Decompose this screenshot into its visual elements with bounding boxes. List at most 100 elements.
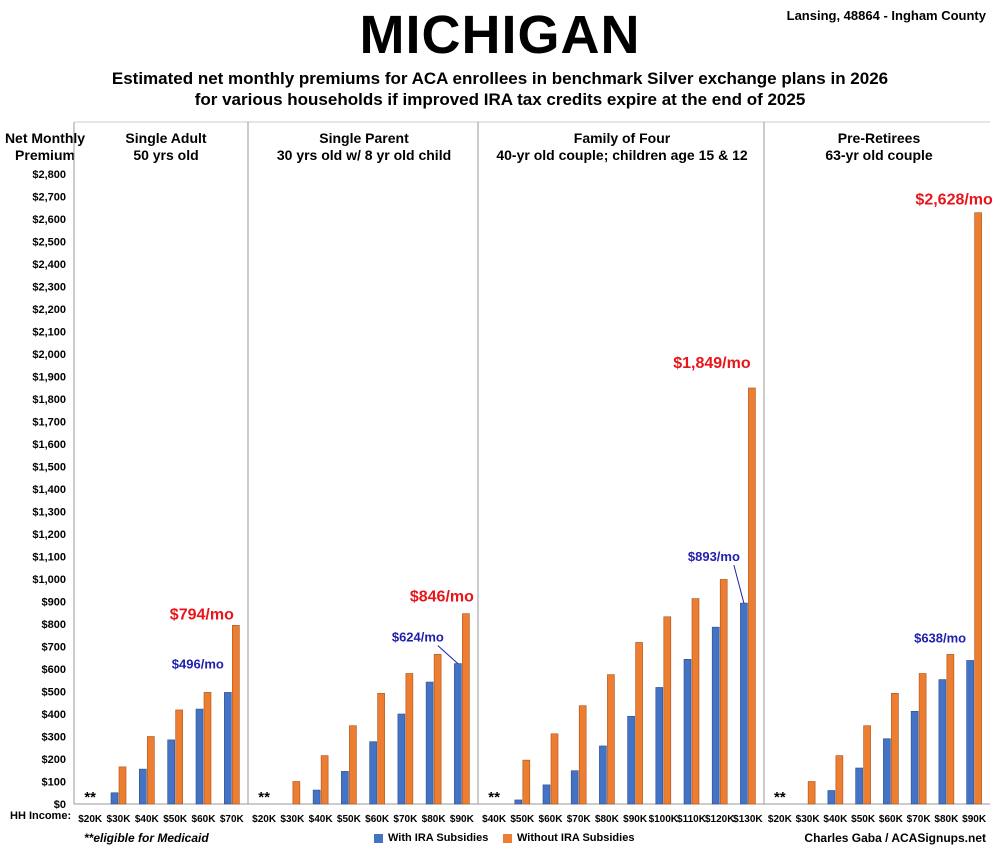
bar-without-subsidies [433,654,442,805]
bar-with-subsidies [369,741,377,805]
bar-without-subsidies [863,725,871,805]
bar-with-subsidies [167,739,175,805]
x-tick-label: $50K [510,814,535,825]
y-tick-label: $2,400 [32,259,66,271]
bar-without-subsidies [835,755,844,805]
bar-without-subsidies [748,387,756,805]
bar-without-subsidies [663,616,672,805]
bar-without-subsidies [462,613,470,805]
y-tick-label: $2,800 [32,169,66,181]
x-tick-label: $80K [934,814,959,825]
panel-title-line-2: 63-yr old couple [825,147,933,163]
medicaid-footnote: **eligible for Medicaid [84,831,209,845]
y-tick-label: $900 [42,597,66,609]
bar-without-subsidies [175,709,183,805]
location-label: Lansing, 48864 - Ingham County [786,8,986,23]
subtitle-line-2: for various households if improved IRA t… [194,90,806,109]
bar-with-subsidies [599,745,607,805]
data-label-leader-line [437,645,459,664]
x-tick-label: $40K [482,814,507,825]
bar-without-subsidies [522,759,531,805]
x-tick-label: $60K [365,814,390,825]
bar-without-subsidies [203,692,212,805]
bar-without-subsidies [578,705,587,805]
bar-with-subsidies [966,660,974,805]
x-tick-label: $70K [220,814,245,825]
data-label-without: $846/mo [410,589,474,606]
bar-with-subsidies [110,792,119,805]
x-tick-label: $20K [252,814,277,825]
y-tick-label: $100 [42,777,66,789]
y-tick-label: $2,100 [32,327,66,339]
y-tick-label: $1,000 [32,574,66,586]
legend-swatch-without [503,833,512,843]
x-tick-label: $20K [768,814,793,825]
bar-without-subsidies [691,598,700,805]
y-tick-label: $0 [54,799,66,811]
data-label-without: $2,628/mo [915,192,993,209]
panel-title-line-1: Single Parent [319,130,409,146]
bar-with-subsidies [514,799,523,805]
y-tick-label: $1,400 [32,484,66,496]
data-label-with: $638/mo [914,630,966,645]
x-tick-label: $90K [623,814,648,825]
panel-title-single-parent: Single Parent 30 yrs old w/ 8 yr old chi… [250,130,478,164]
x-tick-label: $50K [337,814,362,825]
bar-with-subsidies [740,602,748,805]
y-tick-label: $400 [42,709,66,721]
bar-without-subsidies [147,736,155,805]
subtitle-line-1: Estimated net monthly premiums for ACA e… [111,69,889,88]
bar-with-subsidies [341,771,349,805]
bar-with-subsidies [397,713,406,805]
bar-without-subsidies [377,692,385,805]
x-tick-label: $40K [309,814,334,825]
data-label-with: $893/mo [688,549,740,564]
data-label-without: $1,849/mo [673,355,751,372]
y-axis-label-line-1: Net Monthly [4,130,86,146]
x-tick-label: $70K [907,814,932,825]
y-tick-label: $1,600 [32,439,66,451]
bar-without-subsidies [550,733,559,805]
y-tick-label: $300 [42,732,66,744]
bar-without-subsidies [974,212,982,805]
x-tick-label: $80K [595,814,620,825]
legend-label-with: With IRA Subsidies [388,832,489,844]
y-tick-label: $1,800 [32,394,66,406]
bar-with-subsidies [570,770,579,805]
y-tick-label: $1,200 [32,529,66,541]
x-tick-label: $60K [879,814,904,825]
medicaid-marker: ** [258,789,270,806]
x-tick-label: $100K [649,814,679,825]
bar-with-subsidies [627,715,635,805]
bar-with-subsidies [195,708,204,805]
panel-title-single-adult: Single Adult 50 yrs old [84,130,248,164]
y-tick-label: $1,100 [32,552,66,564]
bar-without-subsidies [232,625,240,805]
credit-label: Charles Gaba / ACASignups.net [804,831,986,845]
y-axis-label: Net Monthly Premium [2,130,88,164]
y-axis-label-line-2: Premium [15,147,75,163]
x-tick-label: $110K [677,814,707,825]
bar-without-subsidies [320,755,329,805]
x-tick-label: $30K [107,814,132,825]
y-tick-label: $2,300 [32,282,66,294]
hh-income-label: HH Income: [10,810,72,822]
y-tick-label: $2,200 [32,304,66,316]
medicaid-marker: ** [84,789,96,806]
bar-without-subsidies [349,725,357,805]
bar-with-subsidies [883,738,891,805]
bar-with-subsidies [938,679,947,805]
x-tick-label: $50K [163,814,188,825]
bar-with-subsidies [425,681,434,805]
x-tick-label: $120K [705,814,735,825]
y-tick-label: $2,600 [32,214,66,226]
x-tick-label: $90K [962,814,987,825]
y-tick-label: $1,300 [32,507,66,519]
y-tick-label: $700 [42,642,66,654]
bar-without-subsidies [807,781,816,805]
legend-item-without: Without IRA Subsidies [503,832,634,844]
bar-with-subsidies [827,790,836,805]
bar-without-subsidies [946,654,955,805]
bar-without-subsidies [719,579,728,805]
